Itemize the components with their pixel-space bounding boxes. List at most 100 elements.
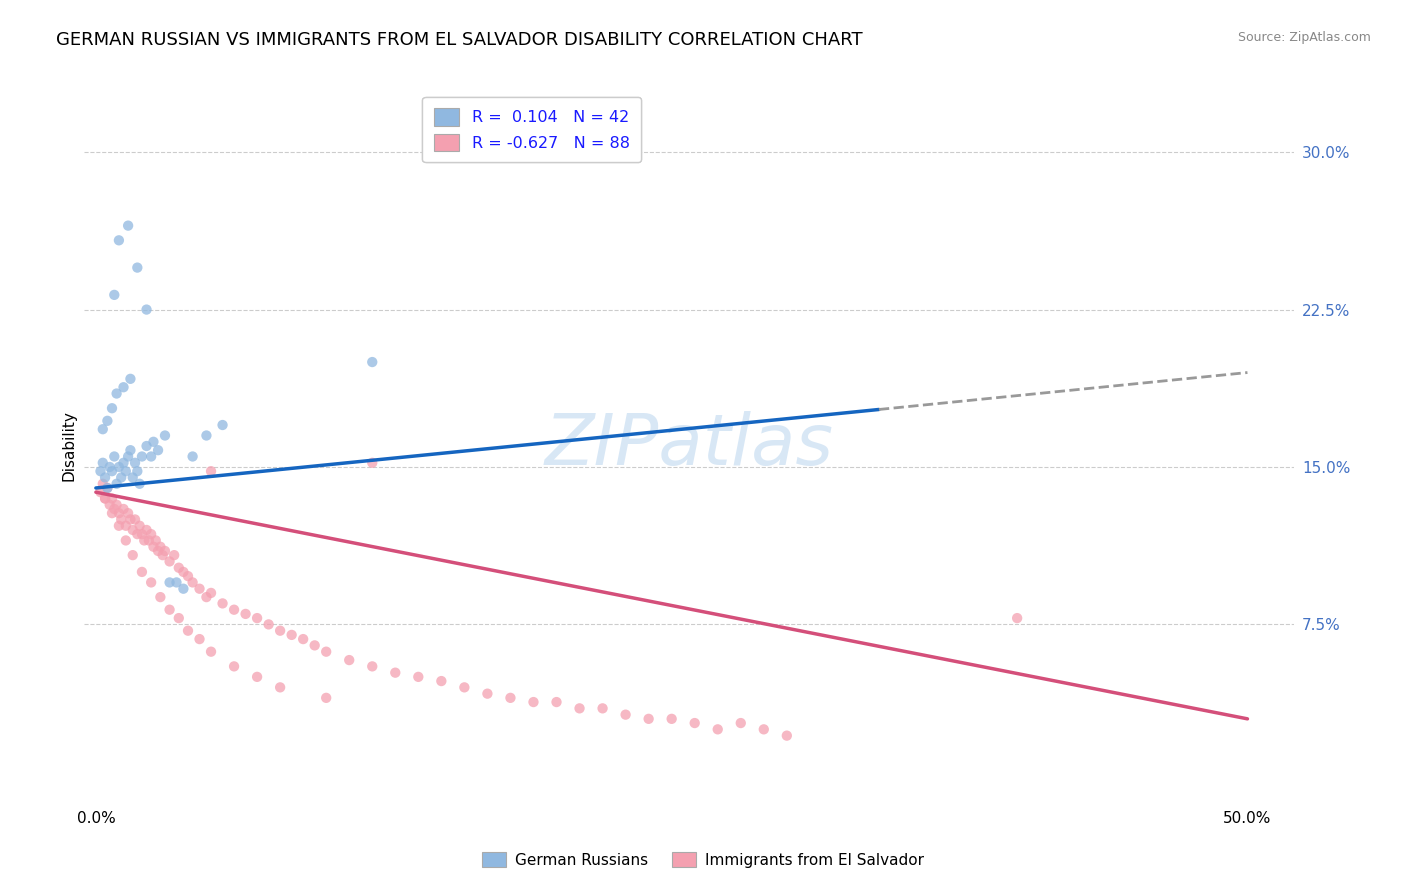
Point [188, 632, 211, 646]
Point [105, 386, 128, 401]
Point [101, 506, 124, 520]
Point [91, 476, 114, 491]
Point [127, 464, 149, 478]
Point [96, 481, 118, 495]
Point [101, 401, 124, 416]
Point [361, 355, 384, 369]
Legend: R =  0.104   N = 42, R = -0.627   N = 88: R = 0.104 N = 42, R = -0.627 N = 88 [422, 97, 641, 162]
Point [361, 456, 384, 470]
Point [108, 506, 131, 520]
Point [211, 596, 233, 610]
Point [112, 502, 135, 516]
Point [108, 518, 131, 533]
Point [114, 464, 136, 478]
Point [167, 611, 190, 625]
Point [127, 527, 149, 541]
Point [89, 485, 111, 500]
Point [200, 586, 222, 600]
Point [105, 498, 128, 512]
Point [292, 632, 315, 646]
Point [177, 624, 200, 638]
Point [127, 260, 149, 275]
Point [103, 288, 125, 302]
Point [94, 491, 117, 506]
Point [408, 670, 430, 684]
Point [163, 548, 186, 562]
Point [94, 491, 117, 506]
Point [661, 712, 683, 726]
Point [683, 716, 706, 731]
Point [257, 617, 280, 632]
Point [142, 434, 165, 449]
Point [315, 690, 337, 705]
Point [121, 523, 143, 537]
Point [120, 372, 142, 386]
Point [98, 498, 121, 512]
Point [141, 527, 163, 541]
Point [89, 464, 111, 478]
Point [384, 665, 406, 680]
Point [101, 491, 124, 506]
Point [114, 533, 136, 548]
Point [200, 645, 222, 659]
Point [568, 701, 591, 715]
Point [166, 575, 188, 590]
Point [149, 590, 172, 604]
Point [103, 450, 125, 464]
Point [159, 575, 181, 590]
Point [222, 659, 245, 673]
Point [730, 716, 752, 731]
Point [135, 302, 157, 317]
Point [146, 443, 169, 458]
Point [246, 670, 269, 684]
Point [167, 560, 190, 574]
Point [128, 518, 150, 533]
Point [592, 701, 614, 715]
Point [246, 611, 269, 625]
Point [96, 481, 118, 495]
Legend: German Russians, Immigrants from El Salvador: German Russians, Immigrants from El Salv… [474, 844, 932, 875]
Point [1005, 611, 1028, 625]
Point [752, 723, 775, 737]
Point [235, 607, 257, 621]
Point [134, 533, 156, 548]
Point [108, 460, 131, 475]
Point [614, 707, 637, 722]
Point [280, 628, 302, 642]
Point [135, 439, 157, 453]
Point [149, 540, 172, 554]
Point [159, 603, 181, 617]
Point [131, 527, 153, 541]
Point [141, 575, 163, 590]
Point [98, 460, 121, 475]
Point [181, 575, 204, 590]
Point [181, 450, 204, 464]
Point [105, 476, 128, 491]
Point [200, 464, 222, 478]
Point [103, 502, 125, 516]
Point [117, 219, 139, 233]
Point [96, 414, 118, 428]
Point [112, 380, 135, 394]
Point [110, 512, 132, 526]
Point [131, 450, 153, 464]
Point [108, 233, 131, 247]
Point [304, 639, 326, 653]
Point [142, 540, 165, 554]
Point [269, 681, 291, 695]
Point [172, 565, 194, 579]
Text: ZIPatlas: ZIPatlas [544, 411, 834, 481]
Point [195, 428, 218, 442]
Point [94, 470, 117, 484]
Point [112, 456, 135, 470]
Point [124, 512, 146, 526]
Y-axis label: Disability: Disability [60, 410, 76, 482]
Point [153, 428, 176, 442]
Point [124, 456, 146, 470]
Point [128, 476, 150, 491]
Point [776, 729, 799, 743]
Point [337, 653, 360, 667]
Point [138, 533, 160, 548]
Point [110, 470, 132, 484]
Point [172, 582, 194, 596]
